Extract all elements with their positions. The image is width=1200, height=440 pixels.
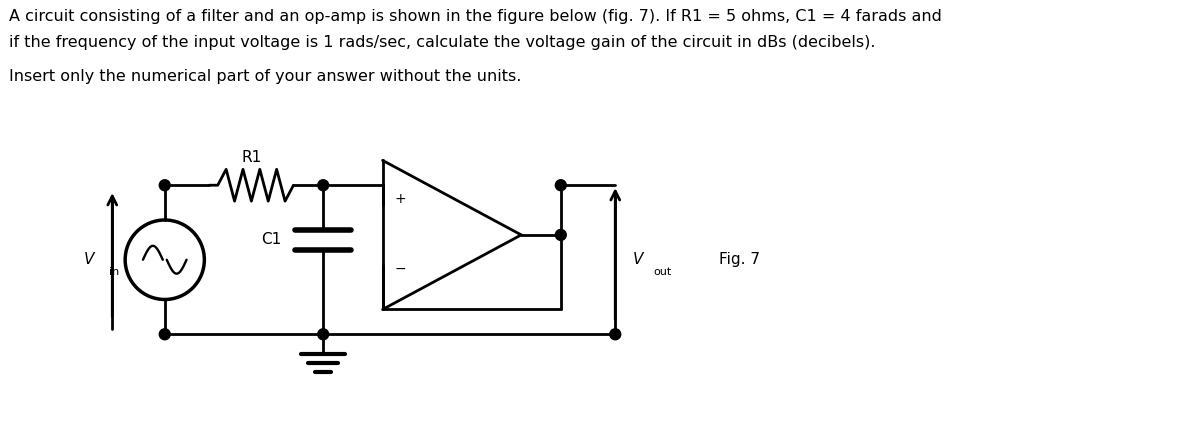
- Circle shape: [318, 180, 329, 191]
- Circle shape: [610, 329, 620, 340]
- Text: −: −: [395, 262, 406, 276]
- Text: R1: R1: [241, 150, 262, 165]
- Circle shape: [318, 329, 329, 340]
- Circle shape: [160, 180, 170, 191]
- Text: in: in: [109, 267, 120, 277]
- Circle shape: [556, 180, 566, 191]
- Text: +: +: [395, 192, 406, 206]
- Circle shape: [556, 229, 566, 240]
- Text: V: V: [84, 252, 95, 267]
- Text: out: out: [653, 267, 671, 277]
- Text: C1: C1: [262, 232, 282, 247]
- Text: Insert only the numerical part of your answer without the units.: Insert only the numerical part of your a…: [10, 69, 522, 84]
- Text: A circuit consisting of a filter and an op-amp is shown in the figure below (fig: A circuit consisting of a filter and an …: [10, 9, 942, 24]
- Text: V: V: [634, 252, 643, 267]
- Text: if the frequency of the input voltage is 1 rads/sec, calculate the voltage gain : if the frequency of the input voltage is…: [10, 35, 876, 50]
- Text: Fig. 7: Fig. 7: [719, 252, 761, 267]
- Circle shape: [160, 329, 170, 340]
